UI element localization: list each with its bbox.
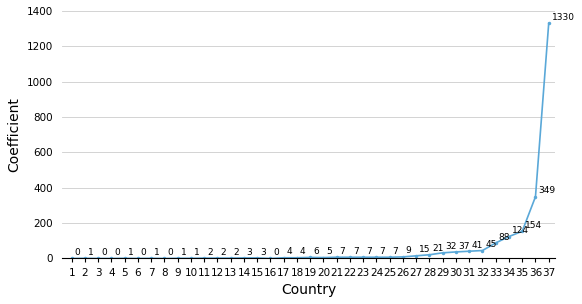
Text: 1: 1 — [154, 248, 160, 257]
Text: 124: 124 — [512, 226, 528, 235]
Text: 1: 1 — [127, 248, 133, 257]
Text: 7: 7 — [339, 247, 345, 256]
Text: 1: 1 — [180, 248, 186, 257]
Text: 4: 4 — [286, 247, 292, 256]
Text: 7: 7 — [353, 247, 359, 256]
Text: 41: 41 — [472, 241, 484, 250]
Y-axis label: Coefficient: Coefficient — [7, 97, 21, 172]
Text: 2: 2 — [220, 248, 226, 257]
X-axis label: Country: Country — [281, 283, 336, 297]
Text: 37: 37 — [459, 242, 470, 250]
Text: 0: 0 — [74, 248, 80, 257]
Text: 0: 0 — [274, 248, 279, 257]
Text: 0: 0 — [141, 248, 147, 257]
Text: 7: 7 — [379, 247, 385, 256]
Text: 9: 9 — [406, 247, 411, 255]
Text: 5: 5 — [327, 247, 332, 256]
Text: 0: 0 — [167, 248, 173, 257]
Text: 1330: 1330 — [552, 13, 574, 22]
Text: 6: 6 — [313, 247, 319, 256]
Text: 0: 0 — [101, 248, 107, 257]
Text: 3: 3 — [260, 247, 266, 257]
Text: 21: 21 — [432, 244, 443, 253]
Text: 7: 7 — [392, 247, 398, 256]
Text: 45: 45 — [485, 240, 496, 249]
Text: 1: 1 — [194, 248, 200, 257]
Text: 32: 32 — [445, 242, 457, 251]
Text: 1: 1 — [88, 248, 94, 257]
Text: 349: 349 — [538, 186, 555, 195]
Text: 4: 4 — [300, 247, 306, 256]
Text: 7: 7 — [366, 247, 372, 256]
Text: 2: 2 — [207, 248, 212, 257]
Text: 0: 0 — [114, 248, 120, 257]
Text: 154: 154 — [525, 221, 542, 230]
Text: 2: 2 — [233, 248, 239, 257]
Text: 88: 88 — [499, 233, 510, 241]
Text: 3: 3 — [247, 247, 253, 257]
Text: 15: 15 — [419, 245, 431, 254]
